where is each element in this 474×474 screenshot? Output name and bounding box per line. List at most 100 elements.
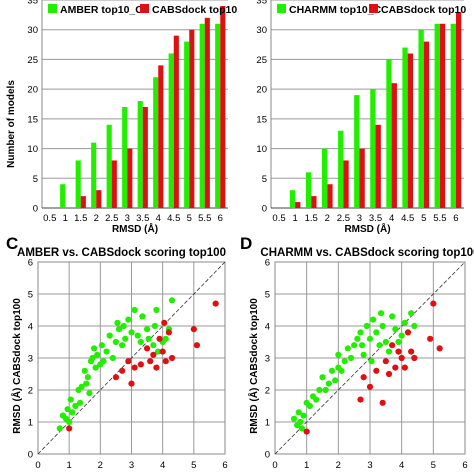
x-tick-label: 2	[94, 213, 99, 224]
red-point	[168, 354, 176, 362]
y-tick-label: 15	[256, 114, 267, 125]
red-bar	[96, 190, 102, 208]
green-point	[109, 354, 116, 362]
y-tick-label: 6	[28, 258, 33, 269]
red-point	[411, 354, 418, 362]
red-point	[131, 364, 138, 371]
red-point	[66, 425, 73, 432]
plot-frame	[37, 261, 226, 455]
red-point	[165, 329, 172, 336]
x-axis-label: RMSD (Å)	[344, 222, 390, 235]
green-bar	[75, 160, 81, 208]
green-point	[86, 390, 93, 397]
y-tick-label: 0	[33, 204, 38, 215]
red-point	[427, 335, 434, 342]
green-point	[83, 380, 90, 387]
y-tick-label: 3	[265, 354, 270, 365]
green-point	[300, 412, 307, 419]
red-bar	[173, 35, 179, 209]
green-point	[368, 358, 375, 365]
green-bar	[305, 172, 312, 208]
green-point	[154, 348, 162, 355]
green-point	[401, 319, 408, 326]
x-tick-label: 1.5	[74, 213, 87, 224]
green-bar	[60, 184, 66, 208]
green-point	[137, 338, 144, 346]
green-point	[297, 418, 304, 426]
green-bar	[137, 101, 143, 208]
green-point	[392, 326, 399, 333]
green-point	[328, 367, 336, 374]
legend-label: CABSdock top10	[152, 4, 237, 16]
green-point	[134, 332, 141, 339]
y-tick-label: 6	[265, 258, 270, 269]
green-point	[125, 316, 132, 323]
panel-letter-d: D	[240, 234, 252, 253]
x-tick-label: 6	[218, 213, 223, 224]
green-point	[131, 306, 138, 314]
x-tick-label: 5	[191, 460, 196, 471]
x-tick-label: 0	[35, 460, 40, 471]
y-tick-label: 5	[33, 174, 38, 185]
panel-title: CHARMM vs. CABSdock scoring top100	[260, 247, 474, 259]
x-tick-label: 1	[63, 213, 68, 224]
green-point	[100, 358, 107, 365]
green-bar	[321, 148, 328, 208]
green-point	[64, 406, 71, 413]
x-tick-label: 5.5	[198, 213, 211, 224]
red-point	[112, 374, 120, 381]
y-tick-label: 5	[262, 174, 267, 185]
red-bar	[220, 5, 226, 209]
red-point	[190, 326, 197, 333]
green-point	[382, 338, 389, 346]
y-axis-label: RMSD (Å) CABSdock top100	[247, 298, 260, 434]
green-bar	[153, 77, 159, 208]
green-point	[319, 374, 326, 381]
green-bar	[168, 53, 174, 208]
red-point	[398, 354, 405, 362]
x-tick-label: 3	[357, 213, 362, 224]
green-point	[408, 310, 415, 317]
green-point	[366, 335, 374, 342]
green-point	[313, 396, 320, 403]
x-tick-label: 4.5	[401, 213, 414, 224]
green-point	[370, 316, 377, 323]
red-point	[408, 348, 415, 355]
green-point	[322, 386, 329, 394]
green-bar	[402, 47, 408, 208]
red-point	[161, 319, 168, 326]
green-point	[56, 425, 63, 432]
y-tick-label: 30	[256, 25, 267, 36]
red-bar	[80, 196, 86, 208]
y-tick-label: 15	[27, 114, 38, 125]
x-tick-label: 0.5	[43, 213, 56, 224]
y-tick-label: 4	[265, 322, 270, 333]
red-point	[193, 342, 201, 349]
green-point	[332, 377, 339, 384]
panel-title: AMBER vs. CABSdock scoring top100	[17, 247, 226, 259]
green-bar	[450, 23, 456, 209]
green-point	[347, 354, 355, 362]
red-point	[150, 351, 157, 358]
green-point	[114, 319, 121, 326]
green-bar	[354, 95, 360, 208]
green-bar	[370, 89, 376, 208]
y-tick-label: 3	[28, 354, 33, 365]
x-tick-label: 5.5	[433, 213, 446, 224]
green-point	[67, 396, 74, 403]
red-point	[404, 329, 412, 336]
green-point	[389, 313, 396, 320]
green-point	[357, 329, 364, 336]
red-bar	[127, 148, 133, 208]
x-tick-label: 0	[272, 460, 277, 471]
green-point	[376, 342, 383, 349]
x-tick-label: 5	[421, 213, 426, 224]
legend-label: AMBER top10_C	[60, 4, 143, 16]
x-tick-label: 1.5	[305, 213, 318, 224]
red-bar	[439, 23, 446, 209]
green-point	[143, 326, 151, 333]
red-point	[392, 364, 399, 371]
y-tick-label: 2	[265, 386, 270, 397]
